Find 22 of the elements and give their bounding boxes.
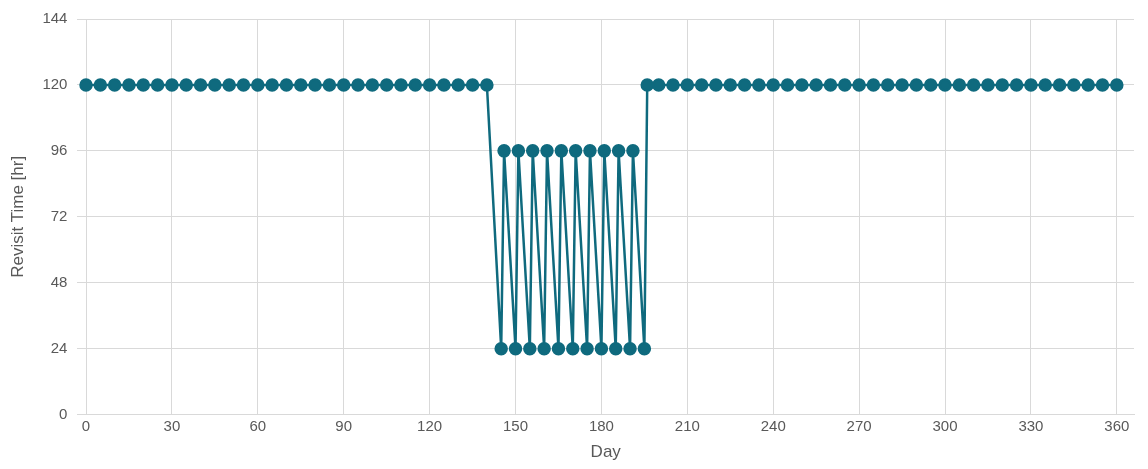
x-tick-label: 90 xyxy=(335,416,353,434)
y-tick-label: 120 xyxy=(42,75,68,93)
x-axis-title: Day xyxy=(590,442,622,462)
y-tick-label: 144 xyxy=(42,9,68,27)
x-tick-label: 300 xyxy=(932,416,958,434)
x-tick-label: 30 xyxy=(163,416,181,434)
x-tick-label: 360 xyxy=(1104,416,1130,434)
y-tick-label: 0 xyxy=(59,404,68,422)
x-tick-label: 210 xyxy=(674,416,700,434)
y-tick-label: 24 xyxy=(50,338,68,356)
y-tick-label: 72 xyxy=(50,206,68,224)
x-tick-label: 180 xyxy=(588,416,614,434)
x-tick-label: 0 xyxy=(81,416,91,434)
x-tick-label: 240 xyxy=(760,416,786,434)
x-tick-label: 60 xyxy=(249,416,267,434)
y-axis-title: Revisit Time [hr] xyxy=(7,155,27,278)
y-tick-label: 96 xyxy=(50,141,68,159)
x-tick-label: 150 xyxy=(503,416,529,434)
y-tick-label: 48 xyxy=(50,272,68,290)
x-tick-label: 330 xyxy=(1018,416,1044,434)
x-tick-label: 270 xyxy=(846,416,872,434)
x-tick-label: 120 xyxy=(417,416,443,434)
